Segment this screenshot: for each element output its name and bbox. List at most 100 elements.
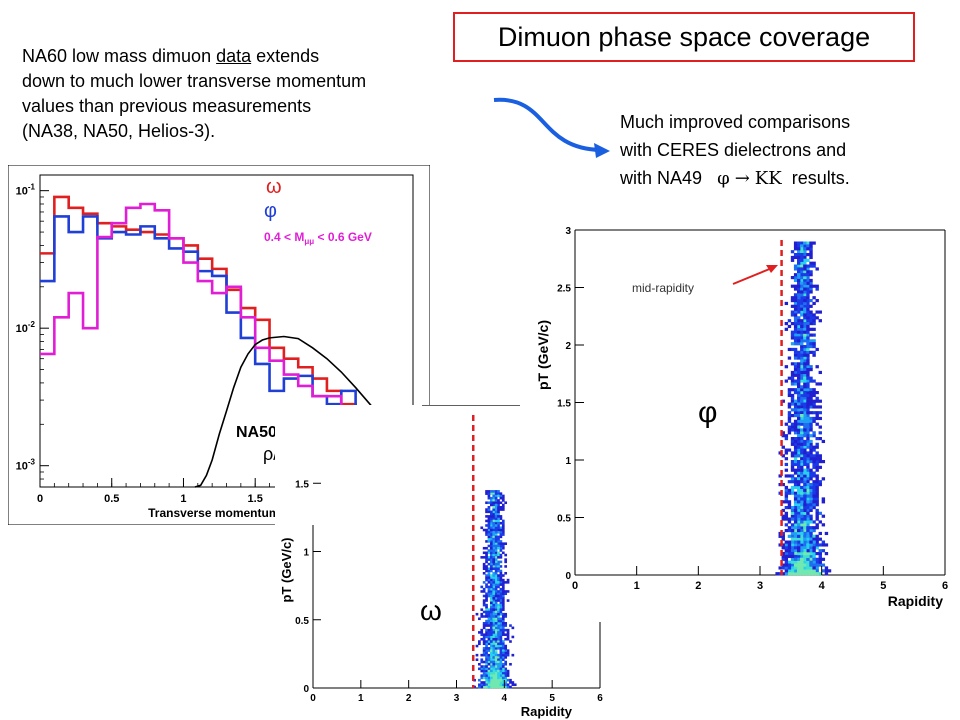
chart3-cell <box>489 492 493 495</box>
chart2-cell <box>803 293 807 297</box>
chart3-cell <box>497 562 500 566</box>
chart3-cell <box>485 624 488 627</box>
chart3-cell <box>485 603 488 607</box>
chart2-cell <box>790 414 795 418</box>
chart2-cell <box>812 560 816 564</box>
chart3-cell <box>501 546 505 550</box>
chart3-cell <box>499 644 503 648</box>
chart2-cell <box>787 474 792 478</box>
chart2-cell <box>806 327 810 331</box>
chart3-cell <box>482 528 486 532</box>
chart2-cell <box>793 491 798 495</box>
chart2-cell <box>790 382 795 386</box>
chart2-cell <box>812 388 816 392</box>
chart2-cell <box>797 437 801 441</box>
chart2-cell <box>781 454 785 458</box>
chart2-cell <box>797 462 801 467</box>
chart2-cell <box>793 523 798 527</box>
chart2-cell <box>806 304 810 308</box>
chart3-xlabel: Rapidity <box>521 704 573 719</box>
chart3-cell <box>482 581 486 584</box>
chart3-cell <box>492 633 496 636</box>
chart2-cell <box>818 370 822 375</box>
chart3-cell <box>499 531 503 534</box>
chart3-cell <box>499 565 503 568</box>
chart2-cell <box>797 385 801 389</box>
chart2-cell <box>797 520 801 524</box>
chart3-cell <box>492 676 496 680</box>
chart3-cell <box>494 515 498 518</box>
chart3-cell <box>487 496 491 500</box>
chart2-cell <box>797 560 801 564</box>
chart2-cell <box>815 557 819 561</box>
chart2-cell <box>800 405 804 409</box>
chart3-cell <box>492 653 496 657</box>
chart3-cell <box>492 574 496 577</box>
chart2-cell <box>784 569 789 573</box>
chart2-cell <box>803 569 807 573</box>
chart2-cell <box>809 557 813 561</box>
chart2-cell <box>790 506 795 510</box>
chart2-cell <box>797 419 801 423</box>
chart3-cell <box>494 667 498 671</box>
chart3-cell <box>487 635 491 639</box>
chart3-cell <box>506 590 510 593</box>
chart2-cell <box>790 376 795 380</box>
chart3-cell <box>494 503 498 507</box>
chart2-cell <box>800 327 804 331</box>
chart3-cell <box>485 667 488 671</box>
chart2-cell <box>821 540 826 544</box>
chart2-cell <box>797 471 801 475</box>
chart2-cell <box>803 376 807 380</box>
chart2-cell <box>797 336 801 340</box>
chart2-cell <box>797 379 801 383</box>
chart3-cell <box>489 560 493 564</box>
chart2-cell <box>787 391 792 395</box>
chart3-cell <box>487 667 491 671</box>
chart2-cell <box>800 546 804 550</box>
chart2-cell <box>797 304 801 308</box>
chart2-cell <box>797 546 801 550</box>
chart2-cell <box>784 552 789 556</box>
chart2-cell <box>803 517 807 521</box>
chart2-cell <box>787 324 792 329</box>
chart3-cell <box>489 592 493 596</box>
slide-title: Dimuon phase space coverage <box>453 12 915 62</box>
chart2-cell <box>806 520 810 524</box>
chart3-cell <box>492 628 496 632</box>
chart3-cell <box>485 669 488 673</box>
chart2-cell <box>797 247 801 251</box>
chart2-cell <box>800 284 804 288</box>
chart3-cell <box>494 626 498 630</box>
chart2-cell <box>803 566 807 570</box>
chart2-cell <box>812 296 816 300</box>
chart3-cell <box>501 508 505 511</box>
chart3-cell <box>497 531 500 534</box>
chart2-cell <box>812 465 816 469</box>
chart3-cell <box>482 647 486 650</box>
chart2-cell <box>806 439 810 444</box>
chart2-cell <box>797 322 801 326</box>
chart3-cell <box>494 510 498 514</box>
chart3-cell <box>485 649 488 652</box>
chart3-cell <box>494 619 498 623</box>
chart2-cell <box>800 264 804 268</box>
chart3-cell <box>497 578 500 582</box>
chart2-cell <box>790 322 795 326</box>
chart3-cell <box>494 631 498 634</box>
chart2-cell <box>812 284 816 288</box>
chart3-cell <box>494 578 498 582</box>
chart2-cell <box>781 534 785 538</box>
chart3-cell <box>492 508 496 511</box>
chart2-cell <box>812 546 816 550</box>
chart2-cell <box>818 457 822 461</box>
chart2-cell <box>793 511 798 515</box>
chart3-cell <box>485 612 488 616</box>
chart3-cell <box>487 642 491 646</box>
chart2-cell <box>781 531 785 536</box>
chart2-cell <box>803 253 807 257</box>
chart2-cell <box>809 244 813 248</box>
chart2-cell <box>781 554 785 559</box>
chart3-cell <box>487 508 491 511</box>
chart2-cell <box>800 491 804 495</box>
